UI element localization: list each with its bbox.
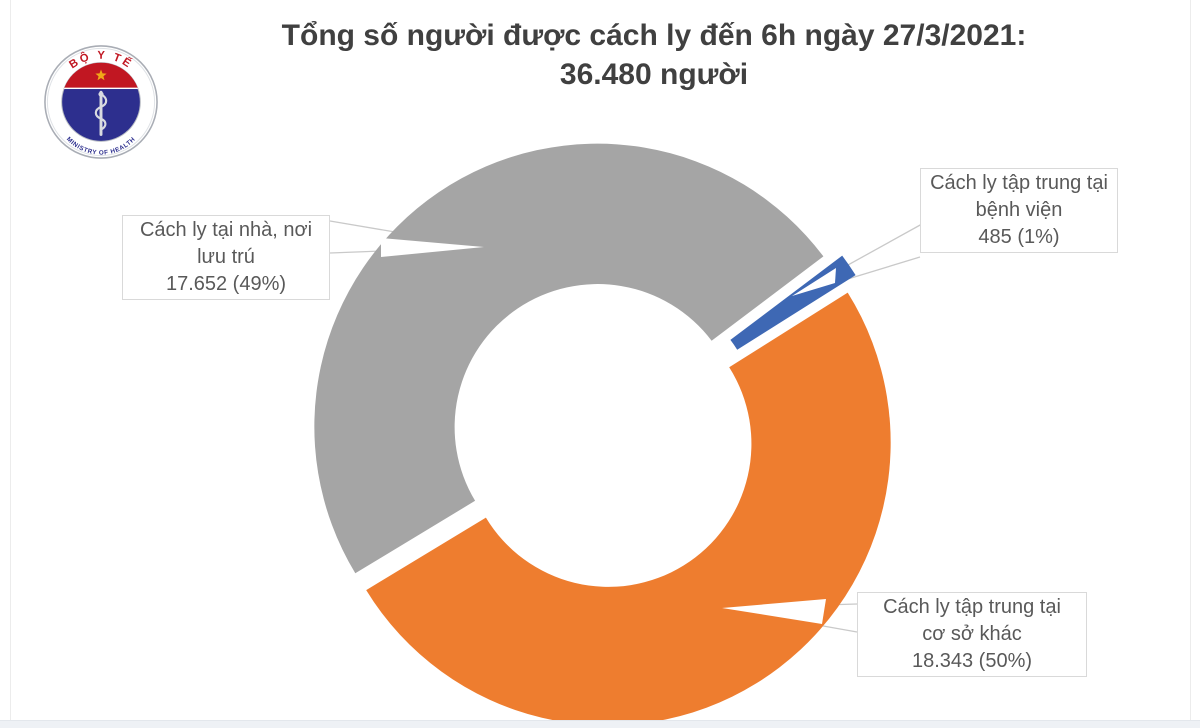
- notch-home: [381, 238, 484, 257]
- notch-other: [722, 599, 826, 624]
- callout-home: Cách ly tại nhà, nơi lưu trú 17.652 (49%…: [122, 215, 330, 300]
- moh-logo: BỘ Y TẾ MINISTRY OF HEALTH: [44, 45, 158, 159]
- donut-slice-other: [366, 292, 891, 726]
- callout-other-value: 18.343 (50%): [911, 650, 1033, 672]
- callout-other-line-2: cơ sở khác: [922, 623, 1022, 645]
- frame-line-right: [1190, 0, 1191, 721]
- chart-title: Tổng số người được cách ly đến 6h ngày 2…: [108, 16, 1200, 94]
- chart-title-line-2: 36.480 người: [559, 58, 749, 91]
- logo-inner-ring-line: [46, 47, 156, 157]
- callout-hospital-line-1: Cách ly tập trung tại: [930, 172, 1108, 194]
- callout-hospital-line-2: bệnh viện: [975, 199, 1063, 221]
- callout-other: Cách ly tập trung tại cơ sở khác 18.343 …: [857, 592, 1087, 677]
- callout-hospital: Cách ly tập trung tại bệnh viện 485 (1%): [920, 168, 1118, 253]
- callout-home-line-1: Cách ly tại nhà, nơi: [139, 219, 313, 241]
- star-icon: [95, 69, 107, 81]
- callout-home-line-2: lưu trú: [197, 246, 255, 268]
- donut-slices: [314, 143, 891, 726]
- callout-home-value: 17.652 (49%): [165, 273, 287, 295]
- notch-hospital: [792, 268, 836, 296]
- frame-line-left: [10, 0, 11, 721]
- callout-hospital-value: 485 (1%): [978, 226, 1060, 248]
- callout-other-line-1: Cách ly tập trung tại: [883, 596, 1061, 618]
- chart-title-line-1: Tổng số người được cách ly đến 6h ngày 2…: [281, 19, 1027, 52]
- bottom-strip: [0, 720, 1200, 728]
- caduceus-icon: [94, 90, 108, 136]
- callout-notches: [381, 238, 836, 624]
